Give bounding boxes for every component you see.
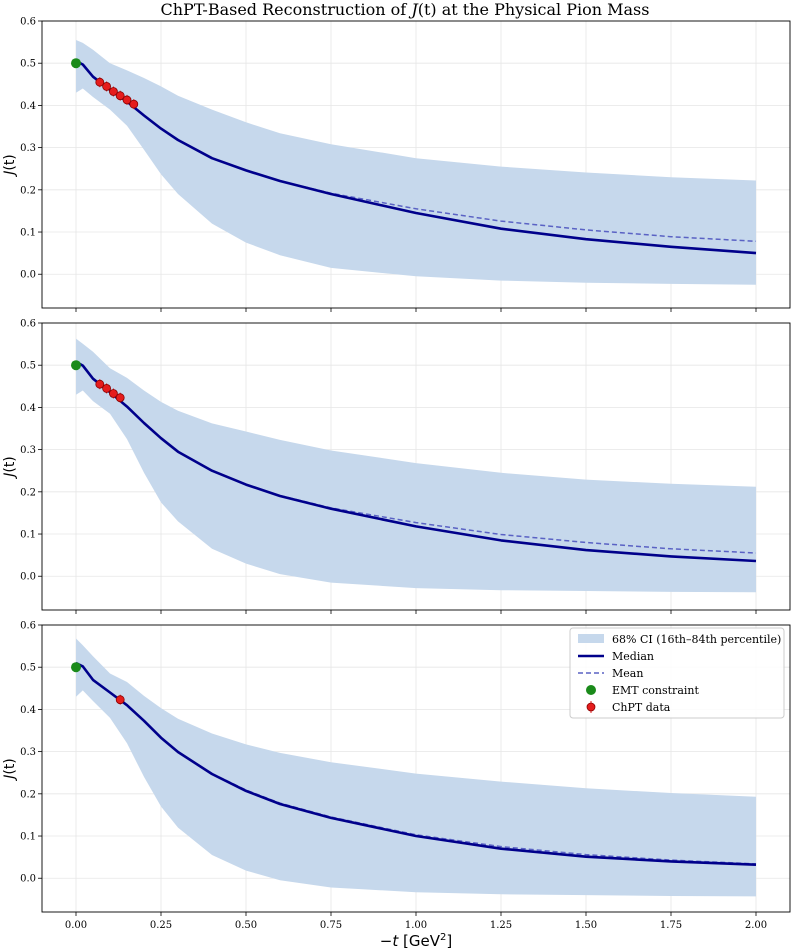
chpt-data-point [102, 82, 111, 91]
y-axis-label-arg: (t) [2, 758, 18, 774]
x-tick-label: 1.75 [660, 920, 682, 931]
panels: 0.00.10.20.30.40.50.6J(t)0.00.10.20.30.4… [2, 17, 791, 931]
y-axis-label-func: J [2, 473, 18, 480]
panel-2: 0.0 0.1 0.2 0.3 0.4 0.5 0.6 J(t) [2, 319, 791, 614]
y-tick-label: 0.1 [20, 530, 36, 541]
ci-band [76, 40, 756, 285]
y-tick-label: 0.6 [20, 319, 36, 330]
y-tick-label: 0.0 [20, 270, 36, 281]
y-tick-label: 0.0 [20, 874, 36, 885]
y-axis-label-arg: (t) [2, 456, 18, 472]
legend-label-median: Median [612, 650, 654, 663]
chpt-data-point [115, 91, 125, 101]
y-tick-label: 0.5 [20, 59, 36, 70]
panel-1: 0.0 0.1 0.2 0.3 0.4 0.5 0.6 J(t) [2, 17, 791, 312]
legend-swatch-emt [586, 685, 596, 695]
y-tick-label: 0.3 [20, 747, 36, 758]
chpt-data-point [95, 379, 105, 389]
emt-constraint-point [71, 662, 81, 673]
y-tick-label: 0.6 [20, 621, 36, 632]
ci-band [76, 338, 756, 593]
y-tick-label: 0.4 [20, 403, 36, 414]
legend-label-mean: Mean [612, 667, 643, 680]
x-tick-label: 2.00 [745, 920, 767, 931]
legend-frame [569, 627, 785, 719]
x-tick-label: 1.00 [405, 920, 427, 931]
y-axis-label: J(t) [2, 154, 18, 178]
y-axis-label-func: J [2, 171, 18, 178]
y-tick-label: 0.1 [20, 228, 36, 239]
x-tick-label: 0.25 [150, 920, 172, 931]
chpt-data-point [115, 393, 125, 403]
ci-band [76, 638, 756, 897]
y-tick-label: 0.2 [20, 185, 36, 196]
legend-label-chpt: ChPT data [612, 701, 671, 714]
mean-line [75, 361, 757, 554]
y-tick-label: 0.4 [20, 101, 36, 112]
x-tick-label: 1.25 [490, 920, 512, 931]
y-axis-label-arg: (t) [2, 154, 18, 170]
median-line [75, 661, 757, 866]
y-tick-label: 0.4 [20, 705, 36, 716]
chpt-data-point [109, 87, 118, 96]
legend: 68% CI (16th–84th percentile) Median Mea… [569, 627, 785, 719]
y-axis-label: J(t) [2, 758, 18, 782]
x-tick-label: 0.75 [320, 920, 342, 931]
y-axis-label-func: J [2, 775, 18, 782]
y-tick-label: 0.3 [20, 143, 36, 154]
emt-constraint-point [71, 360, 81, 371]
chpt-data-point [95, 77, 105, 87]
chpt-data-point [102, 384, 111, 393]
x-tick-label: 0.00 [65, 920, 87, 931]
chpt-data-point [115, 695, 125, 705]
x-axis-label: −t [GeV2] [380, 932, 452, 950]
y-axis-label: J(t) [2, 456, 18, 480]
y-tick-label: 0.0 [20, 572, 36, 583]
y-tick-label: 0.3 [20, 445, 36, 456]
x-tick-label: 0.50 [235, 920, 257, 931]
chart-title: ChPT-Based Reconstruction of J(t) at the… [161, 0, 650, 19]
y-tick-label: 0.2 [20, 487, 36, 498]
chpt-data-point [122, 95, 132, 105]
y-tick-label: 0.5 [20, 663, 36, 674]
legend-label-ci: 68% CI (16th–84th percentile) [612, 633, 781, 646]
y-tick-label: 0.1 [20, 832, 36, 843]
emt-constraint-point [71, 58, 81, 69]
chpt-data-point [129, 99, 139, 109]
legend-swatch-ci [578, 634, 604, 643]
legend-swatch-chpt [586, 702, 596, 712]
y-tick-label: 0.2 [20, 789, 36, 800]
legend-label-emt: EMT constraint [612, 684, 699, 697]
chpt-data-point [109, 389, 118, 398]
x-tick-label: 1.50 [575, 920, 597, 931]
panel-3: 0.0 0.1 0.2 0.3 0.4 0.5 0.6 0.00 0.25 0.50 0.75 1.0… [2, 621, 791, 931]
y-tick-label: 0.6 [20, 17, 36, 28]
y-tick-label: 0.5 [20, 361, 36, 372]
